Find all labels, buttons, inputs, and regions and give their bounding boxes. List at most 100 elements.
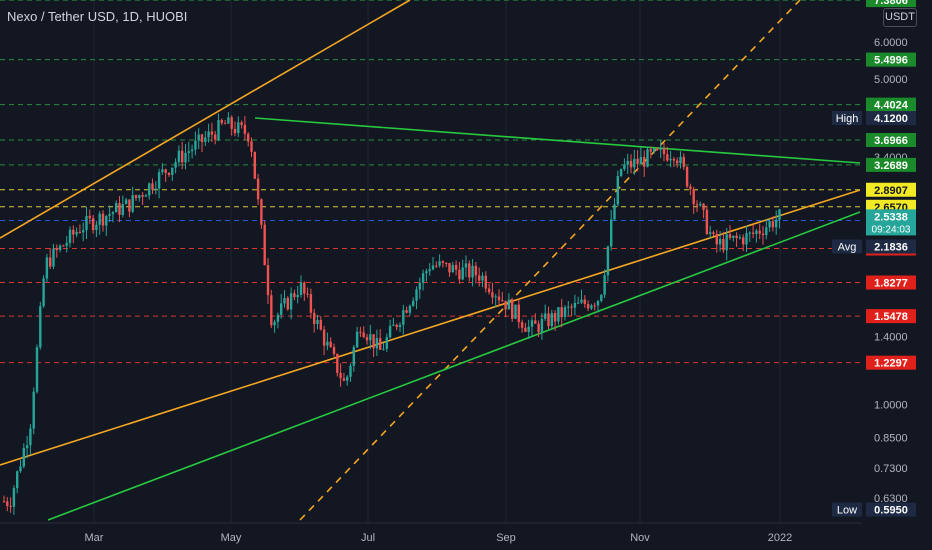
candle-body [725,234,728,251]
candle-body [230,117,233,129]
candle-body [662,148,666,155]
candle-body [138,195,141,199]
low-marker-label-bg [832,502,862,517]
candle-body [468,263,471,278]
trendline-1[interactable] [299,0,801,521]
candle-body [540,318,544,332]
candle-body [101,213,105,226]
candle-body [761,233,765,236]
candle-body [398,324,402,328]
candle-body [491,292,494,298]
candle-body [699,203,702,206]
currency-button[interactable]: USDT [883,8,917,27]
price-level-value: 3.2689 [874,160,908,172]
candle-body [25,445,29,449]
trendline-4[interactable] [47,211,861,521]
candle-body [636,158,639,164]
candle-body [322,329,326,346]
candle-body [270,295,273,326]
candle-body [362,332,365,338]
candle-body [124,199,128,205]
candle-body [263,224,266,266]
candle-body [461,267,464,280]
candle-body [596,300,600,306]
candle-body [408,305,412,313]
candle-body [656,148,659,150]
candle-body [164,169,167,173]
candle-body [375,338,379,349]
candle-body [431,265,435,270]
candle-body [286,298,289,310]
candle-body [685,166,689,187]
price-axis[interactable] [862,0,932,550]
candle-body [306,293,309,295]
candle-body [260,199,263,225]
candle-body [388,325,392,338]
candle-body [778,209,781,220]
candle-body [95,224,98,231]
last-price-value: 2.5338 [874,211,908,223]
candle-body [676,160,679,164]
candle-body [194,140,197,150]
candle-body [438,261,441,266]
candle-body [412,300,415,306]
candle-body [2,501,6,503]
candle-body [649,149,652,152]
candle-body [768,221,771,228]
candle-body [372,334,375,349]
price-level-value: 1.5478 [874,311,908,323]
candle-body [217,120,220,140]
avg-marker-value-bg [866,239,916,254]
price-level-value: 7.3806 [874,0,908,7]
avg-marker-label-bg [832,239,862,254]
candle-body [105,215,108,226]
candle-body [689,186,692,190]
candle-body [223,123,227,125]
candle-body [134,195,138,199]
candle-body [365,337,369,341]
trendline-3[interactable] [254,117,861,164]
candle-body [497,296,501,301]
candle-body [379,338,382,350]
avg-marker-value: 2.1836 [874,242,908,254]
candle-body [9,505,12,507]
price-level-tag [866,97,916,112]
candle-body [464,263,468,268]
candle-body [39,306,42,348]
high-marker-label: High [836,113,859,125]
y-tick-label: 5.0000 [874,74,908,86]
candle-body [72,229,75,235]
candle-body [626,160,629,165]
candle-body [253,151,256,179]
candle-body [111,212,115,215]
candle-body [715,233,718,245]
candle-body [359,331,362,333]
candle-body [563,307,567,317]
candle-body [600,294,603,301]
candle-body [174,162,177,168]
candle-body [550,313,553,327]
candle-body [293,293,296,298]
trendline-0[interactable] [0,0,411,239]
candle-body [629,160,633,168]
price-level-value: 2.8907 [874,185,908,197]
candle-body [250,141,253,152]
candle-body [220,120,223,124]
candle-body [346,376,349,381]
candle-body [187,151,190,153]
candle-body [240,122,243,126]
candle-body [494,296,497,298]
candle-body [524,327,527,332]
price-level-tag [866,0,916,8]
candle-body [395,324,398,328]
candle-body [22,448,25,467]
candle-body [507,299,511,310]
high-marker-value-bg [866,111,916,126]
candle-body [283,298,286,304]
candle-body [451,264,454,273]
candle-body [527,326,530,332]
candle-body [181,150,184,163]
candle-body [280,303,283,315]
candle-body [32,391,35,429]
